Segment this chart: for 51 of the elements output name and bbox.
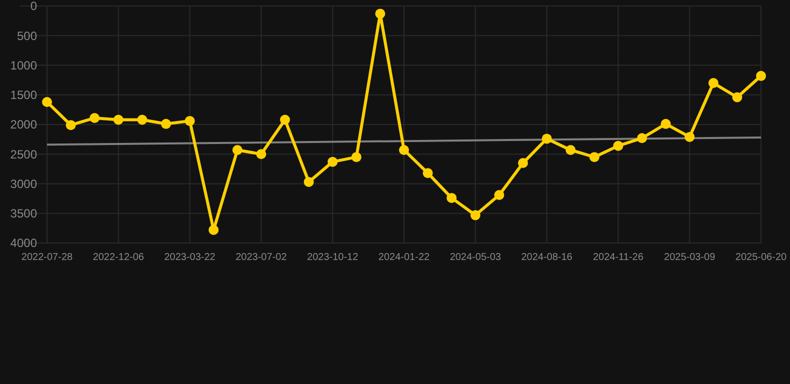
point — [566, 144, 576, 155]
y-tick-label: 0 — [30, 0, 38, 14]
point — [422, 168, 433, 178]
point — [637, 133, 647, 144]
y-tick-label: 4000 — [10, 236, 38, 250]
point — [351, 152, 362, 162]
point — [732, 92, 742, 102]
x-tick-label: 2022-12-06 — [92, 252, 144, 263]
point — [684, 132, 695, 142]
point — [232, 144, 242, 155]
x-tick-label: 2024-01-22 — [378, 252, 430, 263]
point — [542, 134, 552, 144]
point — [589, 152, 600, 162]
point — [375, 8, 386, 19]
x-tick-label: 2024-08-16 — [521, 252, 573, 263]
point — [304, 176, 314, 187]
x-tick-label: 2025-03-09 — [664, 252, 716, 263]
point — [494, 190, 504, 200]
point — [42, 96, 52, 107]
point — [518, 158, 528, 168]
y-tick-label: 2500 — [10, 147, 38, 162]
point — [137, 114, 148, 125]
point — [184, 116, 195, 126]
point — [161, 118, 171, 129]
point — [613, 140, 624, 151]
point — [399, 144, 409, 155]
x-tick-label: 2023-10-12 — [307, 252, 359, 263]
x-tick-label: 2024-05-03 — [450, 252, 502, 263]
point — [90, 112, 100, 123]
x-tick-label: 2025-06-20 — [735, 252, 788, 263]
y-tick-label: 500 — [16, 28, 38, 43]
point — [280, 114, 290, 125]
x-tick-label: 2024-11-26 — [592, 252, 644, 263]
point — [446, 192, 457, 203]
point — [660, 118, 671, 129]
point — [756, 70, 766, 81]
point — [708, 78, 718, 88]
y-tick-label: 2000 — [10, 118, 38, 132]
point — [328, 156, 338, 167]
y-tick-label: 1500 — [10, 88, 38, 102]
point — [208, 224, 219, 235]
point — [470, 210, 480, 220]
y-tick-label: 3000 — [10, 176, 38, 191]
point — [256, 149, 266, 160]
x-tick-label: 2023-07-02 — [236, 252, 288, 263]
point — [66, 120, 76, 130]
x-tick-label: 2023-03-22 — [164, 252, 216, 263]
x-tick-label: 2022-07-28 — [21, 252, 74, 263]
y-tick-label: 3500 — [10, 206, 38, 221]
point — [113, 114, 124, 125]
y-tick-label: 1000 — [10, 58, 38, 72]
